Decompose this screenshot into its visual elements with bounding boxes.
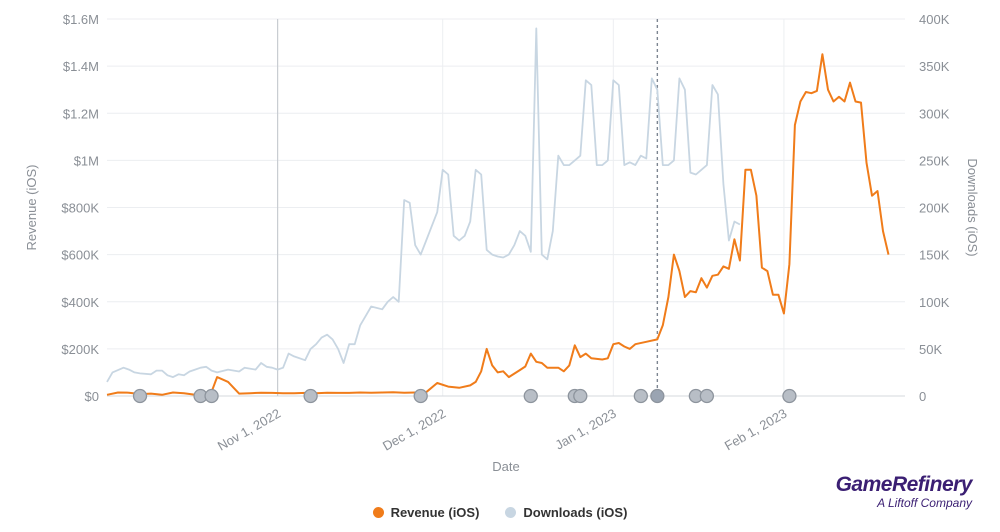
y-left-tick-label: $1.2M <box>63 106 99 121</box>
y-right-tick-label: 200K <box>919 201 950 216</box>
y-right-tick-label: 0 <box>919 389 926 404</box>
x-tick-label: Dec 1, 2022 <box>380 406 448 454</box>
x-tick-label: Nov 1, 2022 <box>215 406 283 454</box>
y-left-tick-label: $200K <box>61 342 99 357</box>
y-left-tick-label: $600K <box>61 248 99 263</box>
y-right-tick-label: 100K <box>919 295 950 310</box>
axis-ticks: $0 0 $200K 50K $400K 100K $600K 150K $800K 200K $1… <box>61 12 949 454</box>
brand-logo: GameRefinery A Liftoff Company <box>835 473 973 511</box>
event-markers[interactable] <box>132 388 797 404</box>
y-left-tick-label: $400K <box>61 295 99 310</box>
brand-name: GameRefinery <box>835 473 973 496</box>
gridlines <box>107 18 905 397</box>
revenue-series-line <box>106 53 890 396</box>
y-right-tick-label: 400K <box>919 12 950 27</box>
brand-tagline: A Liftoff Company <box>877 496 972 510</box>
event-marker[interactable] <box>204 388 219 404</box>
legend-item-downloads[interactable]: Downloads (iOS) <box>505 505 627 520</box>
legend-item-revenue[interactable]: Revenue (iOS) <box>372 505 480 520</box>
x-axis-title: Date <box>492 459 519 474</box>
event-marker[interactable] <box>573 388 588 404</box>
y-left-tick-label: $1M <box>74 153 99 168</box>
y-left-tick-label: $1.4M <box>63 59 99 74</box>
x-tick-label: Feb 1, 2023 <box>722 406 790 454</box>
y-right-tick-label: 150K <box>919 248 950 263</box>
legend: Revenue (iOS) Downloads (iOS) <box>0 505 1000 520</box>
event-marker[interactable] <box>633 388 648 404</box>
event-marker[interactable] <box>413 388 428 404</box>
legend-revenue-label: Revenue (iOS) <box>390 505 480 520</box>
x-tick-label: Jan 1, 2023 <box>552 406 618 453</box>
y-axis-right-title: Downloads (iOS) <box>965 158 980 256</box>
legend-downloads-label: Downloads (iOS) <box>523 505 628 520</box>
series-lines <box>106 27 890 396</box>
legend-downloads-swatch <box>505 507 517 518</box>
legend-revenue-swatch <box>372 507 384 518</box>
event-marker[interactable] <box>650 388 665 404</box>
y-right-tick-label: 350K <box>919 59 950 74</box>
y-left-tick-label: $800K <box>61 201 99 216</box>
event-marker[interactable] <box>303 388 318 404</box>
y-axis-left-title: Revenue (iOS) <box>24 165 39 251</box>
y-left-tick-label: $0 <box>85 389 99 404</box>
downloads-series-line <box>106 27 741 383</box>
event-marker[interactable] <box>699 388 715 404</box>
y-right-tick-label: 250K <box>919 153 950 168</box>
event-marker[interactable] <box>132 388 148 404</box>
event-marker[interactable] <box>782 388 797 404</box>
y-right-tick-label: 300K <box>919 106 950 121</box>
event-marker[interactable] <box>523 388 538 404</box>
y-left-tick-label: $1.6M <box>63 12 99 27</box>
y-right-tick-label: 50K <box>919 342 942 357</box>
